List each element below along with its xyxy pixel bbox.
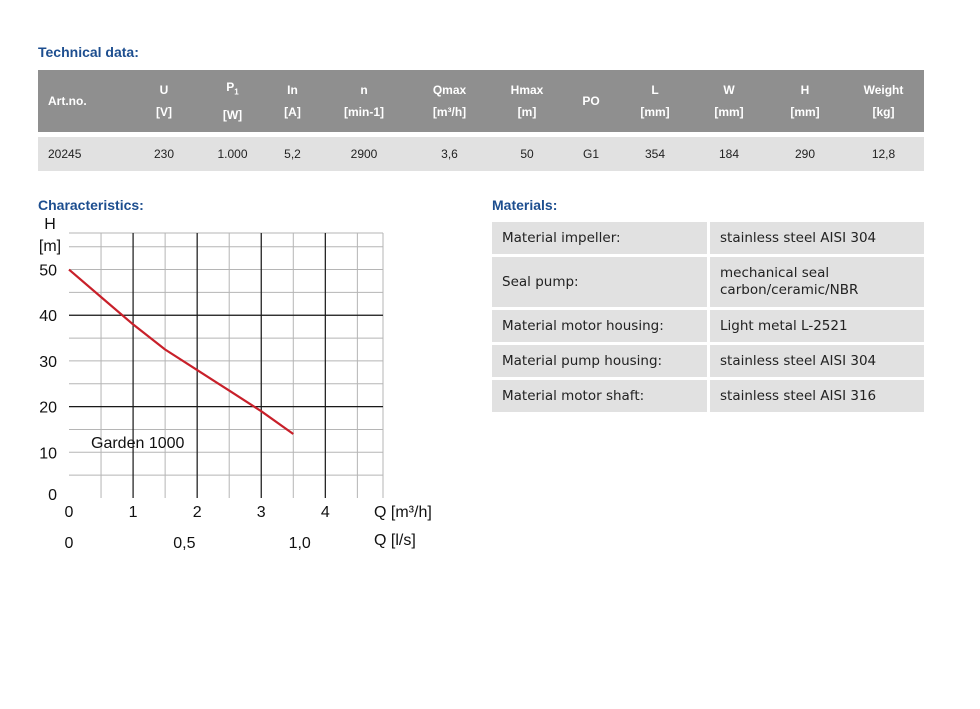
y-tick-label: 0 bbox=[48, 487, 57, 504]
technical-header-row: Art.no. U [V] P1 [W] In [A] n [min-1] Qmax [m… bbox=[38, 70, 924, 132]
material-label: Material impeller: bbox=[492, 222, 710, 254]
header-qmax: Qmax [m³/h] bbox=[408, 70, 491, 132]
cell-po: G1 bbox=[563, 137, 619, 171]
x-tick-label: 4 bbox=[321, 504, 330, 521]
x2-tick-label: 0 bbox=[65, 535, 74, 552]
series-label: Garden 1000 bbox=[91, 435, 185, 452]
materials-row: Material impeller: stainless steel AISI … bbox=[492, 222, 924, 254]
technical-data-row: 20245 230 1.000 5,2 2900 3,6 50 G1 354 1… bbox=[38, 137, 924, 171]
cell-u: 230 bbox=[128, 137, 200, 171]
material-label: Material motor shaft: bbox=[492, 380, 710, 412]
x-tick-label: 2 bbox=[193, 504, 202, 521]
material-value: Light metal L-2521 bbox=[710, 310, 924, 342]
cell-art-no: 20245 bbox=[38, 137, 128, 171]
header-p1: P1 [W] bbox=[200, 70, 265, 132]
material-value: stainless steel AISI 316 bbox=[710, 380, 924, 412]
x2-axis-label: Q [l/s] bbox=[374, 532, 416, 549]
x-axis-label: Q [m³/h] bbox=[374, 504, 432, 521]
header-h: H [mm] bbox=[767, 70, 843, 132]
header-in: In [A] bbox=[265, 70, 320, 132]
materials-table: Material impeller: stainless steel AISI … bbox=[492, 219, 924, 415]
materials-row: Material pump housing: stainless steel A… bbox=[492, 345, 924, 377]
materials-row: Seal pump: mechanical seal carbon/ceramic… bbox=[492, 257, 924, 307]
material-label: Material pump housing: bbox=[492, 345, 710, 377]
materials-title: Materials: bbox=[492, 197, 558, 213]
cell-h: 290 bbox=[767, 137, 843, 171]
materials-row: Material motor housing: Light metal L-25… bbox=[492, 310, 924, 342]
y-tick-label: 40 bbox=[39, 308, 57, 325]
x2-tick-label: 1,0 bbox=[289, 535, 311, 552]
x-tick-label: 0 bbox=[65, 504, 74, 521]
y-tick-label: 50 bbox=[39, 263, 57, 280]
cell-weight: 12,8 bbox=[843, 137, 924, 171]
y-axis-label-line1: H bbox=[44, 216, 56, 233]
series-line bbox=[68, 268, 294, 435]
y-axis-label-line2: [m] bbox=[39, 238, 61, 255]
chart-series bbox=[68, 268, 294, 435]
y-tick-label: 10 bbox=[39, 445, 57, 462]
material-value: stainless steel AISI 304 bbox=[710, 345, 924, 377]
header-w: W [mm] bbox=[691, 70, 767, 132]
cell-in: 5,2 bbox=[265, 137, 320, 171]
header-po: PO bbox=[563, 70, 619, 132]
technical-data-title: Technical data: bbox=[38, 44, 139, 60]
x-tick-label: 3 bbox=[257, 504, 266, 521]
chart-grid-major bbox=[69, 233, 383, 498]
header-u: U [V] bbox=[128, 70, 200, 132]
cell-n: 2900 bbox=[320, 137, 408, 171]
material-label: Material motor housing: bbox=[492, 310, 710, 342]
characteristics-title: Characteristics: bbox=[38, 197, 144, 213]
header-l: L [mm] bbox=[619, 70, 691, 132]
material-value: mechanical seal carbon/ceramic/NBR bbox=[710, 257, 924, 307]
x-tick-label: 1 bbox=[129, 504, 138, 521]
header-hmax: Hmax [m] bbox=[491, 70, 563, 132]
material-label: Seal pump: bbox=[492, 257, 710, 307]
header-weight: Weight [kg] bbox=[843, 70, 924, 132]
technical-data-table: Art.no. U [V] P1 [W] In [A] n [min-1] Qmax [m… bbox=[38, 70, 924, 171]
header-n: n [min-1] bbox=[320, 70, 408, 132]
cell-hmax: 50 bbox=[491, 137, 563, 171]
cell-w: 184 bbox=[691, 137, 767, 171]
cell-qmax: 3,6 bbox=[408, 137, 491, 171]
chart-grid-minor bbox=[69, 232, 384, 498]
y-tick-label: 20 bbox=[39, 400, 57, 417]
cell-l: 354 bbox=[619, 137, 691, 171]
header-art-no: Art.no. bbox=[38, 70, 128, 132]
materials-row: Material motor shaft: stainless steel AI… bbox=[492, 380, 924, 412]
cell-p1: 1.000 bbox=[200, 137, 265, 171]
x2-tick-label: 0,5 bbox=[173, 535, 195, 552]
material-value: stainless steel AISI 304 bbox=[710, 222, 924, 254]
y-tick-label: 30 bbox=[39, 354, 57, 371]
